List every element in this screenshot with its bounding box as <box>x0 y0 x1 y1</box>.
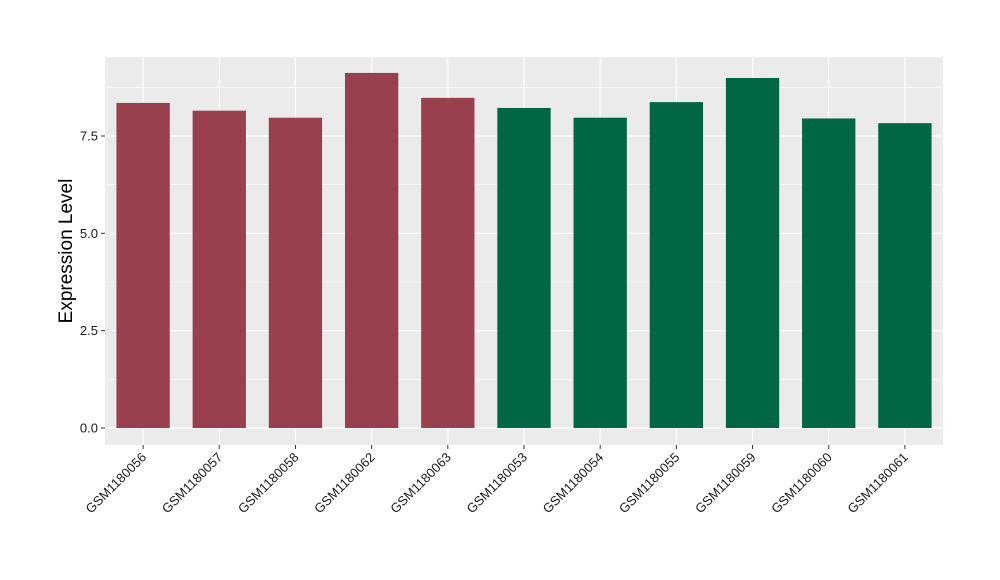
x-tick-label: GSM1180053 <box>463 450 530 517</box>
bar-gsm1180062 <box>344 72 399 428</box>
bar-gsm1180058 <box>268 117 323 429</box>
x-tick-label: GSM1180061 <box>844 450 911 517</box>
x-tick-label: GSM1180062 <box>311 450 378 517</box>
x-axis: GSM1180056 GSM1180057 GSM1180058 GSM1180062… <box>83 445 911 516</box>
x-tick-label: GSM1180063 <box>387 450 454 517</box>
bar-gsm1180054 <box>573 117 627 429</box>
x-tick-label: GSM1180055 <box>616 450 683 517</box>
bar-gsm1180053 <box>497 107 551 428</box>
x-tick-label: GSM1180056 <box>83 450 150 517</box>
bar-gsm1180061 <box>878 123 932 428</box>
y-tick-label: 2.5 <box>80 323 98 338</box>
x-tick-label: GSM1180058 <box>235 450 302 517</box>
y-axis-title: Expression Level <box>56 179 77 324</box>
y-axis: 0.0 2.5 5.0 7.5 <box>80 129 105 436</box>
x-tick-label: GSM1180057 <box>159 450 226 517</box>
x-tick-label: GSM1180060 <box>768 450 835 517</box>
x-tick-label: GSM1180059 <box>692 450 759 517</box>
bar-gsm1180060 <box>802 118 856 428</box>
bar-gsm1180056 <box>116 102 170 428</box>
bar-gsm1180055 <box>649 102 704 429</box>
bar-gsm1180059 <box>725 77 780 429</box>
x-tick-label: GSM1180054 <box>540 450 607 517</box>
y-tick-label: 7.5 <box>80 129 98 144</box>
y-tick-label: 5.0 <box>80 226 98 241</box>
y-tick-label: 0.0 <box>80 421 98 436</box>
bars <box>116 72 932 429</box>
bar-gsm1180063 <box>421 97 475 428</box>
bar-gsm1180057 <box>192 110 246 429</box>
